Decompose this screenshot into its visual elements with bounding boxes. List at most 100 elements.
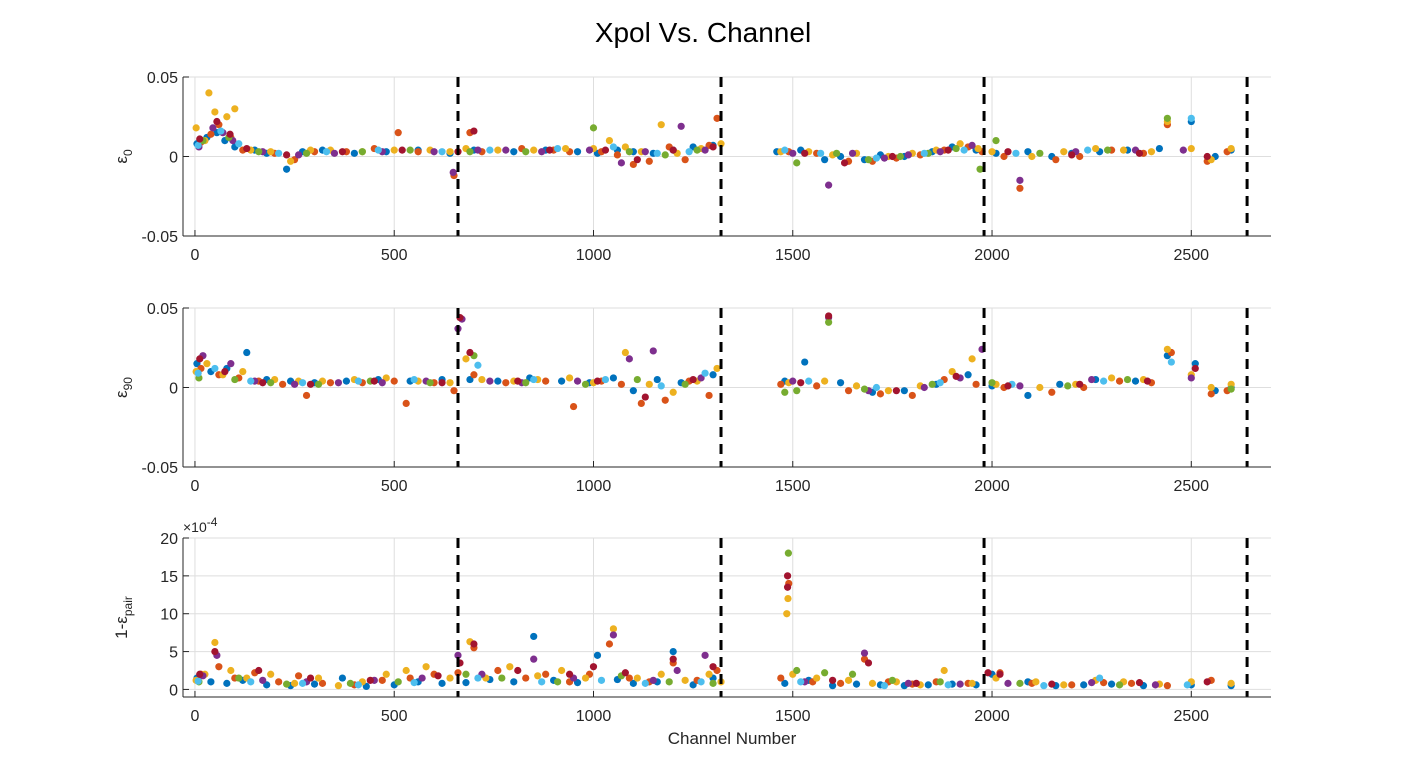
y-tick-label: 10 (160, 607, 178, 624)
data-point (534, 672, 542, 680)
data-point (641, 148, 649, 156)
data-point (836, 679, 845, 687)
data-point (382, 374, 390, 382)
data-point (283, 680, 291, 688)
data-point (685, 148, 693, 156)
data-point (633, 674, 641, 682)
data-point (625, 674, 633, 682)
data-point (255, 148, 263, 156)
data-point (410, 375, 418, 384)
data-point (565, 374, 574, 382)
data-point (936, 379, 944, 387)
data-point (330, 149, 339, 157)
data-point (888, 152, 896, 161)
x-tick-label: 2500 (1173, 708, 1209, 725)
y-exponent-label: ×10-4 (183, 515, 218, 535)
data-point (777, 674, 785, 682)
data-point (880, 154, 889, 162)
data-point (294, 672, 303, 680)
data-point (196, 670, 204, 678)
data-point (322, 148, 331, 156)
data-point (530, 146, 538, 154)
series-7 (196, 312, 1199, 401)
data-point (1187, 114, 1195, 122)
data-point (466, 148, 474, 156)
data-point (470, 127, 478, 135)
data-point (217, 127, 225, 135)
data-point (1131, 377, 1140, 385)
data-point (235, 674, 243, 682)
data-point (1123, 375, 1132, 384)
data-point (581, 380, 590, 388)
data-point (781, 679, 789, 687)
data-point (848, 149, 857, 157)
data-point (657, 670, 665, 678)
data-point (530, 655, 538, 663)
data-point (705, 391, 713, 400)
data-point (538, 678, 546, 686)
data-point (1068, 681, 1076, 689)
data-point (1227, 385, 1235, 393)
data-point (669, 647, 677, 656)
data-point (669, 146, 677, 154)
series-3 (192, 89, 1235, 165)
data-point (629, 387, 637, 395)
data-point (1135, 679, 1144, 687)
data-point (880, 682, 889, 690)
data-point (207, 130, 215, 138)
data-point (988, 148, 996, 156)
data-point (1163, 114, 1171, 122)
data-point (231, 105, 239, 113)
x-tick-label: 2000 (974, 478, 1010, 495)
data-point (1151, 681, 1160, 689)
data-point (486, 377, 494, 385)
data-point (641, 393, 649, 401)
data-point (1032, 678, 1040, 686)
data-point (944, 681, 952, 689)
data-point (904, 679, 912, 687)
data-point (900, 387, 908, 395)
data-point (390, 146, 398, 154)
data-point (1143, 377, 1152, 385)
data-point (196, 355, 204, 363)
data-point (645, 380, 653, 388)
data-point (449, 168, 457, 176)
data-point (621, 143, 629, 151)
x-axis-label: Channel Number (668, 729, 797, 748)
data-point (1107, 680, 1116, 688)
y-axis-label: ε0 (112, 149, 135, 164)
data-point (494, 666, 502, 675)
data-point (338, 674, 347, 682)
data-point (621, 669, 629, 677)
data-point (542, 670, 550, 678)
data-point (1076, 152, 1084, 161)
series-7 (196, 572, 1211, 688)
data-point (974, 144, 982, 153)
y-axis-label: 1-εpair (112, 596, 135, 639)
data-point (326, 379, 335, 387)
data-point (868, 679, 877, 687)
data-point (502, 146, 510, 154)
data-point (1147, 148, 1156, 156)
data-point (466, 375, 474, 384)
data-point (502, 379, 510, 387)
data-point (657, 121, 665, 129)
data-point (350, 149, 358, 157)
data-point (215, 663, 223, 671)
data-point (203, 360, 211, 368)
data-point (374, 146, 382, 154)
x-tick-label: 2500 (1173, 247, 1209, 264)
data-point (783, 572, 792, 580)
data-point (952, 372, 960, 380)
data-point (410, 679, 418, 687)
subplot-one_minus_eps_pair: 0 500 1000 1500 2000 2500 0 5 10 15 20 ×10-4 1-εpair… (112, 515, 1271, 748)
data-point (709, 371, 717, 379)
data-point (852, 680, 861, 688)
data-point (589, 124, 598, 132)
data-point (960, 146, 968, 154)
data-point (1115, 681, 1124, 689)
data-point (494, 377, 502, 385)
data-point (1048, 680, 1056, 688)
data-point (813, 382, 821, 390)
data-point (209, 124, 217, 132)
